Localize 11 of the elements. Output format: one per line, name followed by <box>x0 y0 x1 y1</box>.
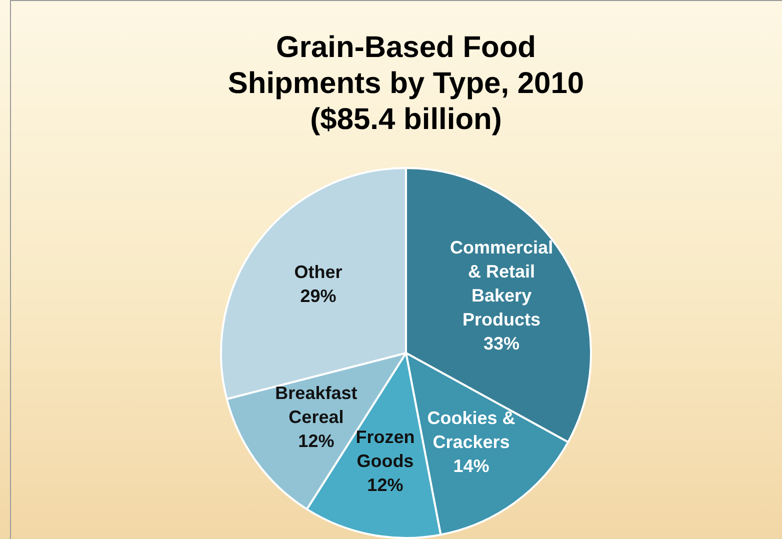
slice-label: Cookies & Crackers <box>427 408 516 452</box>
slice-label: Commercial & Retail Bakery Products <box>450 237 554 330</box>
slice-label: Frozen Goods <box>356 427 415 472</box>
data-label: 12% <box>367 475 404 496</box>
slice-label: Breakfast Cereal <box>275 383 358 428</box>
data-label: 14% <box>453 456 490 476</box>
chart-title: Grain-Based Food Shipments by Type, 2010 ($85.4 billion) <box>226 30 586 138</box>
data-label: 29% <box>300 286 336 306</box>
data-label: 33% <box>484 333 520 354</box>
data-label: 12% <box>298 431 334 452</box>
slice-label: Other <box>294 262 342 282</box>
